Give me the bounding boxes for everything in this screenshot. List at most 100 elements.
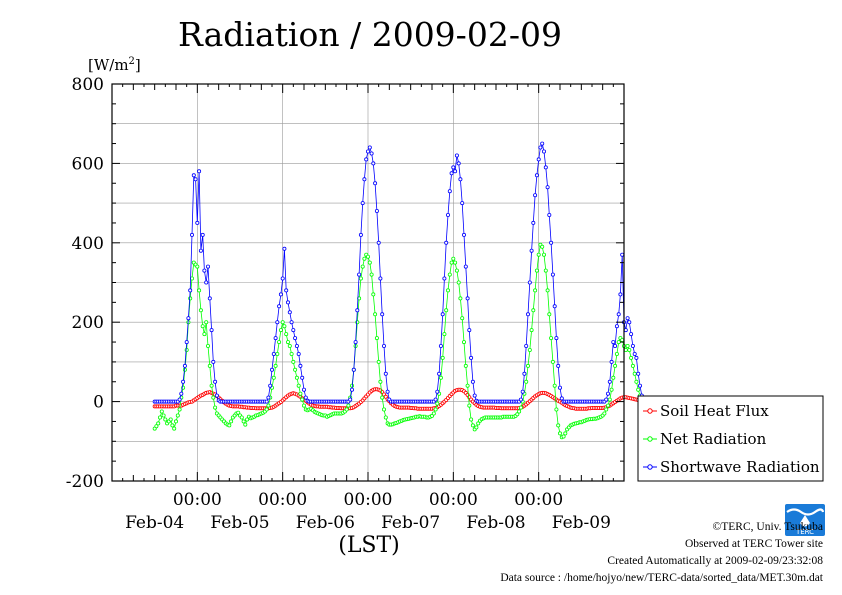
data-point [629,355,634,360]
data-point [433,397,438,402]
data-point [173,419,178,424]
logo-lettering: TERC [795,528,814,536]
data-point [545,288,550,293]
data-point [552,383,557,388]
data-point [524,343,529,348]
data-point [163,417,168,422]
y-tick-label: 0 [93,393,104,413]
x-axis-ticks: 00:00 00:00 00:00 00:00 00:00 Feb-04 Feb-05 Feb… [111,84,625,533]
data-point [613,343,618,348]
data-point [170,423,175,428]
data-point [540,141,545,146]
data-point [287,310,292,315]
data-point [264,407,269,412]
data-point [287,343,292,348]
x-tick-date-label: Feb-08 [466,513,525,533]
data-point [348,397,353,402]
data-point [527,347,532,352]
data-point [209,383,214,388]
data-point [618,292,623,297]
data-point [186,316,191,321]
data-point [200,232,205,237]
data-point [456,161,461,166]
data-point [374,208,379,213]
data-point [195,264,200,269]
data-point [360,264,365,269]
data-point [385,389,390,394]
data-point [465,296,470,301]
data-point [367,260,372,265]
series-shortwave-radiation [152,141,667,404]
data-point [241,419,246,424]
data-point [634,379,639,384]
data-point [360,201,365,206]
y-tick-label: 600 [72,154,104,174]
data-point [522,371,527,376]
data-point [168,417,173,422]
data-point [204,320,209,325]
data-point [285,340,290,345]
data-point [630,363,635,368]
footer-copyright: ©TERC, Univ. Tsukuba [712,521,823,533]
data-point [536,157,541,162]
data-point [205,264,210,269]
data-point [184,347,189,352]
data-point [289,351,294,356]
chart-title: Radiation / 2009-02-09 [178,15,562,54]
data-point [470,379,475,384]
data-point [383,371,388,376]
data-point [198,308,203,313]
data-point [442,332,447,337]
data-point [296,351,301,356]
data-point [440,355,445,360]
data-point [517,409,522,414]
data-point [550,272,555,277]
data-point [431,411,436,416]
data-point [213,405,218,410]
data-point [604,407,609,412]
data-point [159,409,164,414]
data-point [278,328,283,333]
data-point [207,296,212,301]
y-tick-label: -200 [66,472,104,492]
legend-label: Net Radiation [660,430,767,448]
data-point [161,413,166,418]
data-point [278,292,283,297]
y-tick-label: 200 [72,313,104,333]
data-point [556,423,561,428]
data-point [470,423,475,428]
data-point [520,389,525,394]
data-point [438,375,443,380]
data-point [301,387,306,392]
data-point [534,268,539,273]
data-point [602,411,607,416]
series-line [154,142,665,403]
data-point [243,422,248,427]
data-point [285,300,290,305]
data-point [454,268,459,273]
data-point [559,396,564,401]
data-point [625,343,630,348]
data-point [526,363,531,368]
data-point [371,292,376,297]
data-point [542,149,547,154]
x-tick-time-label: 00:00 [344,490,393,510]
data-point [301,403,306,408]
data-point [606,391,611,396]
data-point [157,415,162,420]
data-point [614,324,619,329]
data-point [458,296,463,301]
data-point [543,165,548,170]
data-point [627,347,632,352]
data-point [461,340,466,345]
data-point [266,395,271,400]
data-point [369,272,374,277]
x-tick-time-label: 00:00 [514,490,563,510]
data-point [554,407,559,412]
data-point [271,351,276,356]
data-point [371,161,376,166]
legend-swatch-marker [647,436,653,442]
data-point [273,363,278,368]
data-point [211,359,216,364]
data-point [440,312,445,317]
